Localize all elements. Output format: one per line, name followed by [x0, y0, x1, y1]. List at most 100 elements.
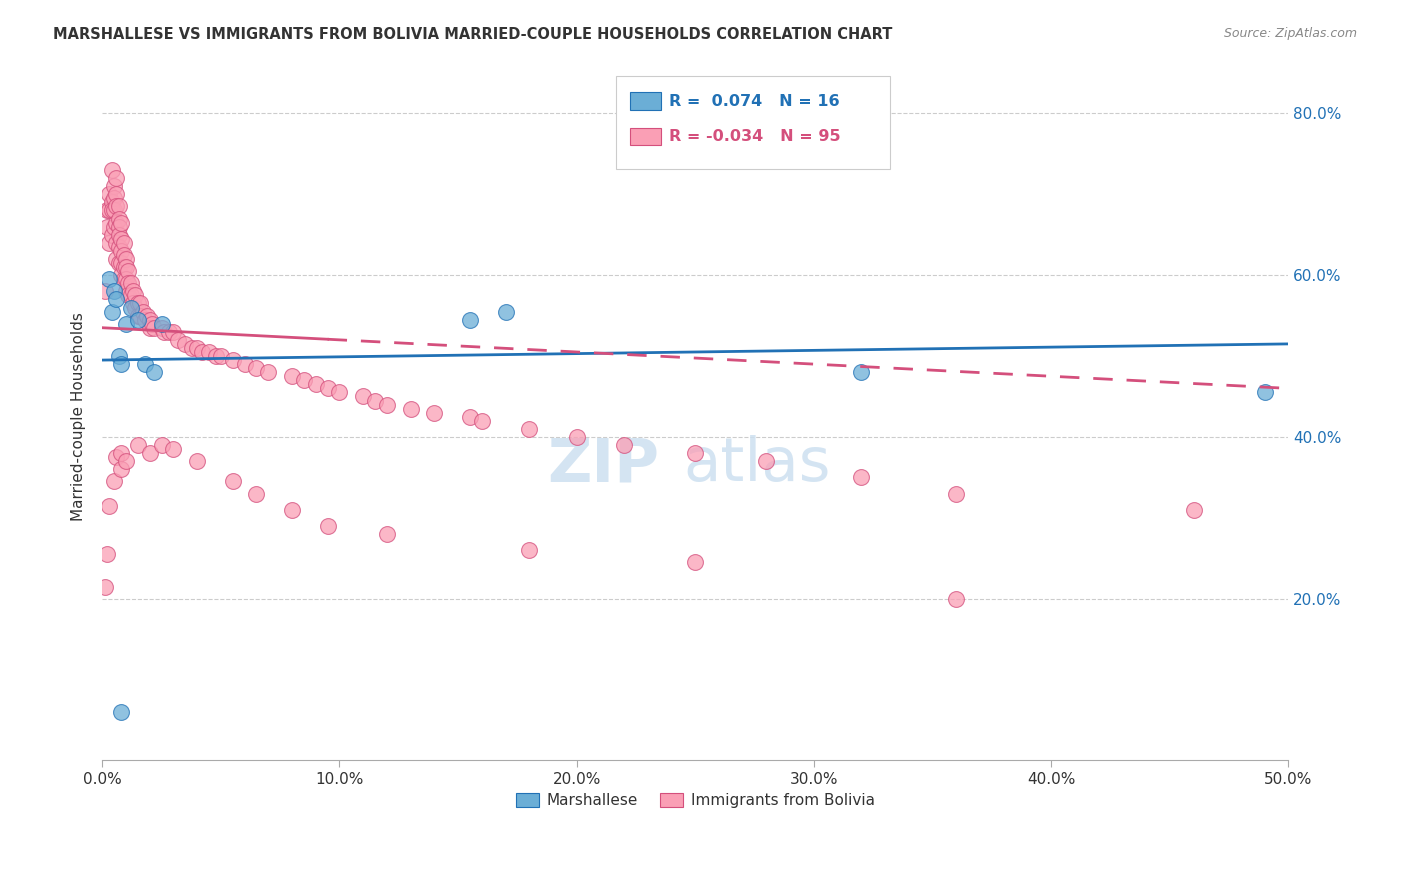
Point	[115, 317, 138, 331]
Legend: Marshallese, Immigrants from Bolivia: Marshallese, Immigrants from Bolivia	[509, 788, 882, 814]
Point	[103, 219, 125, 234]
Point	[198, 345, 221, 359]
Point	[103, 285, 125, 299]
Point	[129, 296, 152, 310]
Text: R =  0.074   N = 16: R = 0.074 N = 16	[669, 94, 839, 109]
Point	[108, 199, 131, 213]
Point	[110, 216, 132, 230]
Point	[174, 337, 197, 351]
Point	[167, 333, 190, 347]
Point	[103, 475, 125, 489]
Point	[100, 163, 122, 178]
Point	[110, 256, 132, 270]
Point	[851, 365, 873, 379]
Point	[110, 462, 132, 476]
Point	[851, 470, 873, 484]
Point	[96, 219, 118, 234]
Point	[150, 320, 173, 334]
Point	[136, 309, 159, 323]
Point	[98, 272, 121, 286]
Point	[134, 312, 156, 326]
Point	[100, 304, 122, 318]
Point	[375, 527, 398, 541]
Point	[245, 486, 267, 500]
Point	[1182, 502, 1205, 516]
Point	[755, 454, 778, 468]
Point	[141, 317, 163, 331]
Point	[112, 248, 135, 262]
Point	[257, 365, 280, 379]
Point	[117, 277, 139, 291]
Point	[108, 219, 131, 234]
Point	[100, 227, 122, 242]
Point	[98, 203, 121, 218]
Point	[471, 414, 494, 428]
Point	[222, 353, 245, 368]
Point	[112, 260, 135, 274]
Point	[233, 357, 256, 371]
Point	[127, 438, 149, 452]
Point	[945, 486, 967, 500]
Point	[127, 312, 149, 326]
Point	[120, 301, 142, 315]
Point	[93, 285, 115, 299]
Point	[127, 296, 149, 310]
Point	[685, 555, 707, 569]
Point	[96, 203, 118, 218]
Point	[122, 296, 145, 310]
Point	[115, 252, 138, 266]
Point	[945, 591, 967, 606]
Point	[105, 187, 128, 202]
Point	[117, 264, 139, 278]
Point	[110, 705, 132, 719]
Text: MARSHALLESE VS IMMIGRANTS FROM BOLIVIA MARRIED-COUPLE HOUSEHOLDS CORRELATION CHA: MARSHALLESE VS IMMIGRANTS FROM BOLIVIA M…	[53, 27, 893, 42]
Point	[328, 385, 350, 400]
Point	[181, 341, 204, 355]
Point	[108, 349, 131, 363]
Point	[143, 365, 166, 379]
Point	[162, 325, 184, 339]
Point	[138, 446, 160, 460]
Point	[495, 304, 517, 318]
Point	[458, 312, 481, 326]
Point	[186, 341, 208, 355]
Point	[138, 320, 160, 334]
Point	[108, 227, 131, 242]
Point	[105, 252, 128, 266]
Point	[423, 406, 446, 420]
Point	[162, 442, 184, 456]
Point	[105, 171, 128, 186]
Point	[105, 293, 128, 307]
Point	[103, 179, 125, 194]
Point	[292, 373, 315, 387]
Point	[115, 272, 138, 286]
Point	[157, 325, 180, 339]
Point	[150, 317, 173, 331]
Point	[120, 277, 142, 291]
Point	[108, 211, 131, 226]
Point	[108, 256, 131, 270]
Point	[399, 401, 422, 416]
Point	[103, 191, 125, 205]
Point	[124, 301, 146, 315]
Point	[98, 187, 121, 202]
Point	[281, 502, 304, 516]
Point	[245, 361, 267, 376]
Point	[517, 422, 540, 436]
Point	[685, 446, 707, 460]
Point	[129, 309, 152, 323]
Point	[143, 320, 166, 334]
Point	[115, 260, 138, 274]
Point	[191, 345, 214, 359]
Text: ZIP: ZIP	[547, 435, 659, 494]
Point	[316, 519, 339, 533]
Point	[110, 268, 132, 282]
Point	[138, 312, 160, 326]
Point	[100, 203, 122, 218]
Text: R = -0.034   N = 95: R = -0.034 N = 95	[669, 129, 841, 145]
Point	[103, 203, 125, 218]
Text: atlas: atlas	[683, 435, 831, 494]
Point	[110, 357, 132, 371]
Point	[98, 499, 121, 513]
Point	[458, 409, 481, 424]
